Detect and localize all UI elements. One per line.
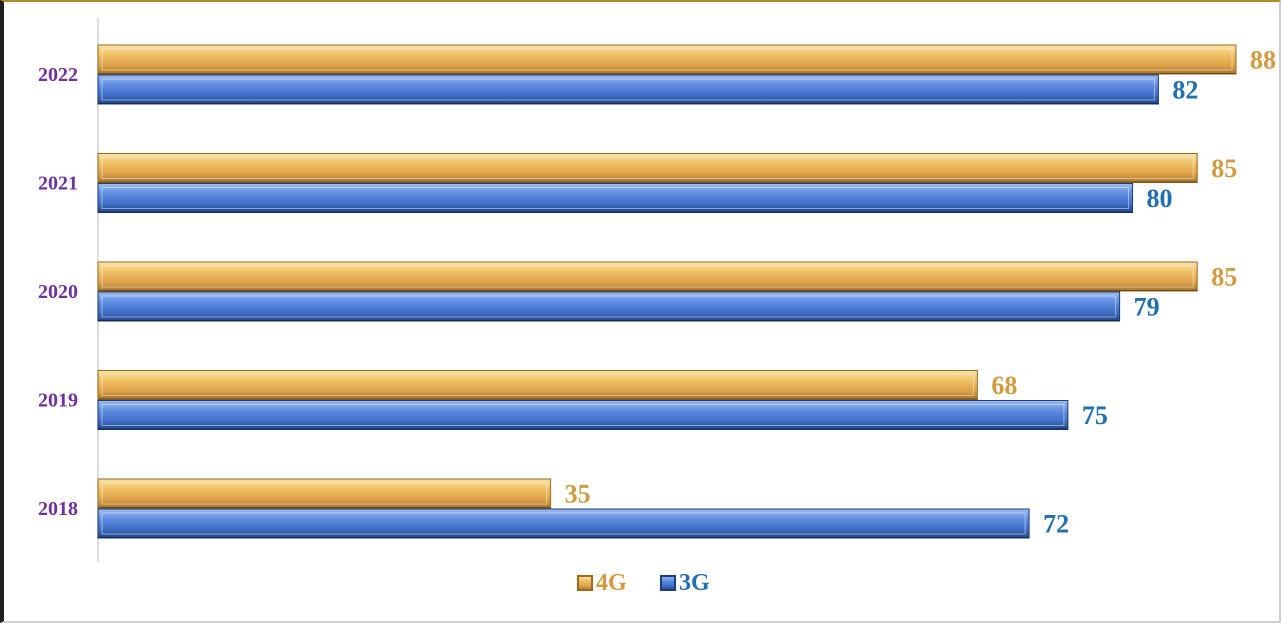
value-label-3g-2019: 75: [1082, 401, 1108, 430]
value-label-4g-2018: 35: [565, 480, 591, 509]
bar-4g-2020: [97, 261, 1198, 292]
legend-label-3g: 3G: [679, 570, 710, 596]
value-label-3g-2018: 72: [1043, 510, 1069, 539]
value-label-4g-2022: 88: [1250, 46, 1276, 75]
value-label-3g-2020: 79: [1134, 293, 1160, 322]
bar-3g-2019: [97, 400, 1069, 430]
bar-4g-2022: [97, 44, 1237, 75]
value-label-3g-2021: 80: [1147, 184, 1173, 213]
bar-3g-2022: [97, 74, 1159, 105]
value-label-4g-2019: 68: [991, 371, 1017, 400]
category-label-2020: 2020: [38, 281, 78, 303]
category-label-2021: 2021: [38, 173, 78, 195]
bar-4g-2019: [97, 370, 978, 400]
category-label-2019: 2019: [38, 390, 78, 412]
value-label-4g-2021: 85: [1211, 154, 1237, 183]
bar-4g-2021: [97, 153, 1198, 183]
legend-swatch-4g: [577, 575, 593, 591]
category-label-2018: 2018: [38, 498, 78, 520]
value-label-4g-2020: 85: [1211, 263, 1237, 292]
legend: 4G 3G: [577, 570, 710, 596]
legend-swatch-3g: [660, 575, 676, 591]
bar-3g-2020: [97, 291, 1121, 322]
bar-3g-2021: [97, 183, 1134, 213]
bar-3g-2018: [97, 508, 1030, 539]
bar-4g-2018: [97, 478, 552, 509]
category-label-2022: 2022: [38, 64, 78, 86]
legend-label-4g: 4G: [596, 570, 627, 596]
value-label-3g-2022: 82: [1172, 76, 1198, 105]
